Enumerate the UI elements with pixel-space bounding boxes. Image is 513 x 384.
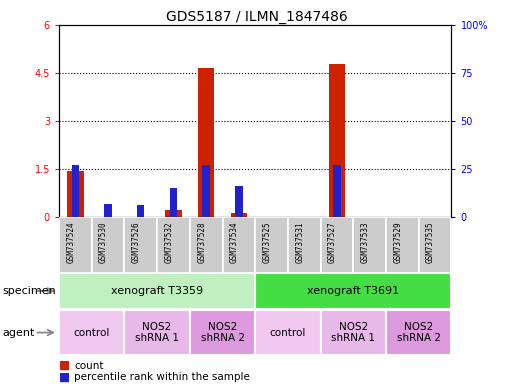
- Text: GSM737530: GSM737530: [99, 222, 108, 263]
- Bar: [321, 310, 386, 355]
- Text: GSM737532: GSM737532: [165, 222, 173, 263]
- Bar: [59, 273, 255, 309]
- Bar: [223, 217, 255, 273]
- Bar: [104, 204, 112, 217]
- Bar: [124, 310, 190, 355]
- Text: GSM737528: GSM737528: [197, 222, 206, 263]
- Text: GSM737531: GSM737531: [295, 222, 304, 263]
- Bar: [137, 205, 145, 217]
- Bar: [124, 217, 157, 273]
- Bar: [67, 170, 84, 217]
- Bar: [321, 217, 353, 273]
- Text: NOS2
shRNA 1: NOS2 shRNA 1: [135, 322, 179, 343]
- Bar: [92, 217, 125, 273]
- Bar: [203, 165, 210, 217]
- Text: xenograft T3359: xenograft T3359: [111, 286, 203, 296]
- Bar: [255, 310, 321, 355]
- Bar: [255, 217, 288, 273]
- Text: ■: ■: [59, 359, 70, 372]
- Bar: [386, 217, 419, 273]
- Text: ■: ■: [59, 371, 70, 384]
- Text: agent: agent: [3, 328, 35, 338]
- Text: specimen: specimen: [3, 286, 56, 296]
- Bar: [333, 165, 341, 217]
- Bar: [353, 217, 386, 273]
- Text: NOS2
shRNA 1: NOS2 shRNA 1: [331, 322, 376, 343]
- Text: xenograft T3691: xenograft T3691: [307, 286, 400, 296]
- Text: GSM737535: GSM737535: [426, 222, 435, 263]
- Text: percentile rank within the sample: percentile rank within the sample: [74, 372, 250, 382]
- Bar: [190, 310, 255, 355]
- Bar: [255, 273, 451, 309]
- Bar: [288, 217, 321, 273]
- Text: NOS2
shRNA 2: NOS2 shRNA 2: [397, 322, 441, 343]
- Bar: [419, 217, 451, 273]
- Text: GSM737524: GSM737524: [66, 222, 75, 263]
- Bar: [329, 64, 345, 217]
- Text: GDS5187 / ILMN_1847486: GDS5187 / ILMN_1847486: [166, 10, 347, 23]
- Bar: [386, 310, 451, 355]
- Text: GSM737529: GSM737529: [393, 222, 402, 263]
- Bar: [198, 68, 214, 217]
- Bar: [72, 165, 79, 217]
- Bar: [165, 210, 182, 217]
- Text: control: control: [270, 328, 306, 338]
- Text: GSM737525: GSM737525: [263, 222, 271, 263]
- Text: NOS2
shRNA 2: NOS2 shRNA 2: [201, 322, 245, 343]
- Text: GSM737533: GSM737533: [361, 222, 370, 263]
- Bar: [235, 186, 243, 217]
- Bar: [157, 217, 190, 273]
- Text: GSM737527: GSM737527: [328, 222, 337, 263]
- Bar: [231, 213, 247, 217]
- Text: count: count: [74, 361, 104, 371]
- Bar: [190, 217, 223, 273]
- Bar: [59, 310, 124, 355]
- Bar: [170, 188, 177, 217]
- Text: control: control: [73, 328, 110, 338]
- Bar: [59, 217, 92, 273]
- Text: GSM737526: GSM737526: [132, 222, 141, 263]
- Text: GSM737534: GSM737534: [230, 222, 239, 263]
